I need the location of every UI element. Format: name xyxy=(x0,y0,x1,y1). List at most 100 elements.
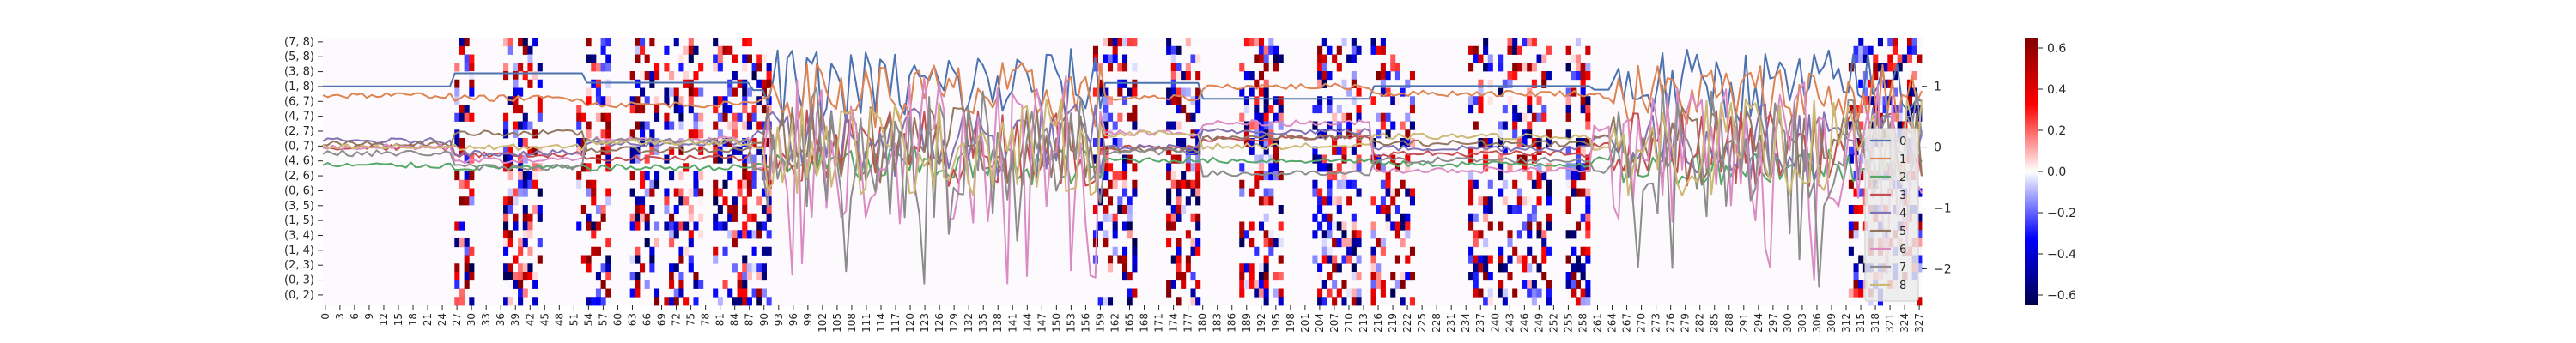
heatmap-cell xyxy=(595,87,601,97)
heatmap-cell xyxy=(644,154,650,164)
series-line-0 xyxy=(323,48,1923,125)
heatmap-cell xyxy=(746,213,752,222)
heatmap-cell xyxy=(693,45,699,55)
heatmap-cell xyxy=(1170,280,1176,289)
heatmap-cell xyxy=(1565,112,1571,122)
heatmap-cell xyxy=(1498,121,1504,130)
heatmap-cell xyxy=(1263,196,1269,206)
heatmap-cell xyxy=(713,154,719,164)
heatmap-cell xyxy=(1273,54,1279,63)
x-tick-label: 210 xyxy=(1343,313,1355,333)
x-tick-label: 48 xyxy=(553,313,565,326)
heatmap-cell xyxy=(518,105,524,114)
heatmap-cell xyxy=(1190,297,1196,306)
x-tick-label: 90 xyxy=(758,313,770,326)
heatmap-cell xyxy=(586,179,592,189)
heatmap-cell xyxy=(1394,221,1400,231)
heatmap-cell xyxy=(756,146,762,155)
heatmap-cell xyxy=(746,188,752,197)
heatmap-cell xyxy=(1317,129,1323,139)
heatmap-cell xyxy=(761,221,767,231)
heatmap-cell xyxy=(1565,105,1571,114)
heatmap-cell xyxy=(1892,87,1899,97)
heatmap-cell xyxy=(595,288,601,298)
heatmap-cell xyxy=(1317,154,1323,164)
heatmap-cell xyxy=(1522,263,1528,273)
x-tick-label: 192 xyxy=(1255,313,1267,333)
heatmap-cell xyxy=(595,297,601,306)
heatmap-cell xyxy=(1848,121,1854,130)
x-tick-label: 36 xyxy=(495,313,507,326)
heatmap-cell xyxy=(1575,163,1582,172)
heatmap-cell xyxy=(639,205,646,214)
heatmap-cell xyxy=(600,45,606,55)
heatmap-cell xyxy=(1873,63,1879,72)
heatmap-cell xyxy=(1892,45,1899,55)
heatmap-cell xyxy=(1565,96,1571,105)
heatmap-cell xyxy=(1585,105,1591,114)
x-tick-label: 144 xyxy=(1021,313,1033,333)
heatmap-cell xyxy=(1107,38,1114,47)
heatmap-cell xyxy=(522,138,528,147)
heatmap-cell xyxy=(1341,38,1347,47)
heatmap-cell xyxy=(629,272,635,281)
heatmap-cell xyxy=(1332,196,1338,206)
heatmap-cell xyxy=(678,255,684,264)
heatmap-cell xyxy=(1092,154,1099,164)
heatmap-cell xyxy=(1468,188,1474,197)
heatmap-cell xyxy=(1541,172,1547,181)
heatmap-cell xyxy=(1351,263,1357,273)
heatmap-cell xyxy=(1487,179,1493,189)
heatmap-cell xyxy=(644,96,650,105)
heatmap-cell xyxy=(1312,154,1318,164)
heatmap-cell xyxy=(1263,105,1269,114)
heatmap-cell xyxy=(1473,255,1479,264)
heatmap-cell xyxy=(1263,288,1269,298)
heatmap-cell xyxy=(1565,87,1571,97)
heatmap-cell xyxy=(1195,238,1201,248)
heatmap-cell xyxy=(532,272,538,281)
heatmap-cell xyxy=(635,221,641,231)
heatmap-cell xyxy=(591,246,597,256)
heatmap-cell xyxy=(761,79,767,88)
heatmap-cell xyxy=(1400,221,1406,231)
x-tick-label: 132 xyxy=(963,313,975,333)
x-tick-label: 99 xyxy=(802,313,814,326)
heatmap-cell xyxy=(654,63,660,72)
heatmap-cell xyxy=(1327,71,1333,81)
heatmap-cell xyxy=(576,71,582,81)
heatmap-cell xyxy=(742,54,748,63)
heatmap-cell xyxy=(1254,172,1260,181)
heatmap-cell xyxy=(1536,263,1542,273)
y-tick-label: (3, 5) xyxy=(284,200,314,213)
x-tick-label: 204 xyxy=(1314,313,1326,333)
x-tick-label: 84 xyxy=(729,313,741,326)
heatmap-cell xyxy=(1409,272,1416,281)
heatmap-cell xyxy=(1376,205,1382,214)
heatmap-cell xyxy=(1321,280,1327,289)
x-tick-label: 279 xyxy=(1680,313,1692,333)
heatmap-cell xyxy=(586,188,592,197)
heatmap-cell xyxy=(1853,272,1859,281)
heatmap-cell xyxy=(629,129,635,139)
heatmap-cell xyxy=(1166,288,1172,298)
heatmap-cell xyxy=(1195,87,1201,97)
heatmap-cell xyxy=(1580,105,1586,114)
heatmap-cell xyxy=(576,121,582,130)
heatmap-cell xyxy=(1263,213,1269,222)
heatmap-cell xyxy=(1911,71,1917,81)
x-tick-label: 102 xyxy=(817,313,829,333)
heatmap-cell xyxy=(683,221,690,231)
x-tick-label: 135 xyxy=(977,313,989,333)
heatmap-cell xyxy=(1321,71,1327,81)
heatmap-cell xyxy=(1516,112,1522,122)
heatmap-cell xyxy=(1346,179,1352,189)
heatmap-cell xyxy=(688,238,694,248)
heatmap-cell xyxy=(1541,255,1547,264)
heatmap-cell xyxy=(1546,280,1552,289)
heatmap-cell xyxy=(1376,45,1382,55)
heatmap-cell xyxy=(503,146,509,155)
heatmap-cell xyxy=(664,96,670,105)
